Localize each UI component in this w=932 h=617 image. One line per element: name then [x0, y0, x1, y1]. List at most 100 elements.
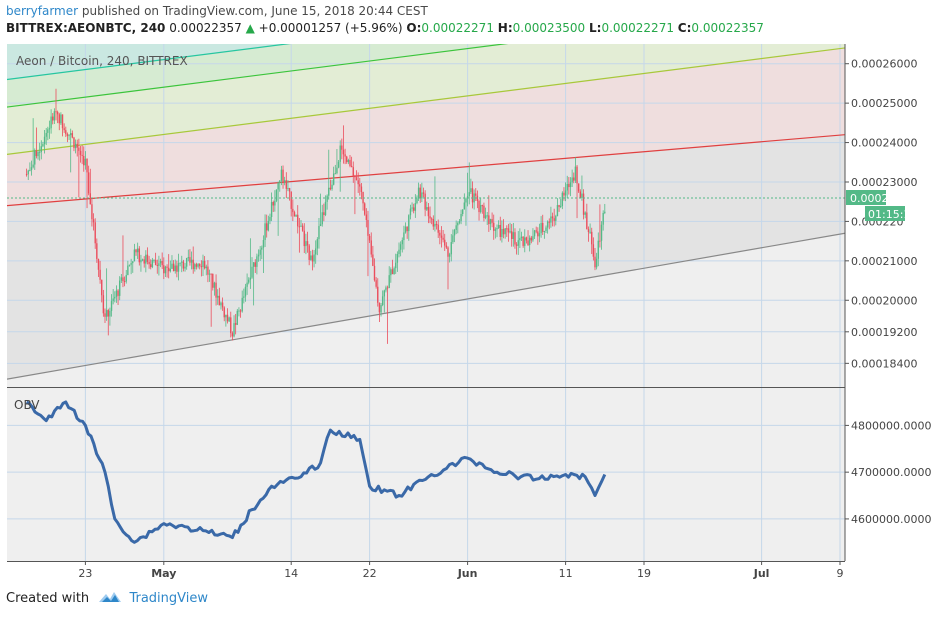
candle-body: [313, 254, 315, 262]
candle-body: [174, 265, 176, 272]
candle-body: [71, 133, 74, 138]
candle-body: [238, 310, 240, 312]
candle-body: [184, 266, 186, 269]
candle-body: [532, 236, 534, 241]
candle-body: [528, 237, 531, 246]
candle-body: [545, 227, 547, 231]
candle-body: [194, 264, 196, 270]
candle-body: [47, 129, 49, 133]
candle-body: [172, 263, 175, 272]
candle-body: [161, 261, 163, 266]
candle-body: [560, 205, 562, 207]
candle-body: [145, 254, 147, 264]
fib-band-green-lime: [7, 44, 845, 155]
candle-body: [102, 295, 105, 314]
candle-body: [30, 167, 33, 171]
obv-panel[interactable]: OBV: [7, 388, 845, 561]
candle-body: [475, 193, 477, 196]
candle-body: [164, 266, 167, 274]
candle-body: [550, 216, 552, 223]
candle-body: [511, 231, 513, 239]
y-tick-label: 0.00018400: [851, 357, 917, 370]
candle-body: [223, 307, 225, 318]
candle-body: [156, 265, 158, 267]
candle-body: [285, 180, 287, 189]
last-price: 0.00022357: [169, 21, 242, 35]
candle-body: [84, 158, 87, 166]
fib-channel-fills: [7, 44, 845, 380]
time-axis[interactable]: 23 May 14 22 Jun 11 19 Jul 9: [78, 561, 844, 580]
candle-body: [473, 193, 475, 203]
candle-body: [494, 229, 497, 231]
candle-body: [388, 275, 390, 288]
candle-body: [251, 266, 253, 278]
candle-body: [230, 317, 232, 334]
candle-body: [287, 188, 289, 190]
candle-body: [315, 248, 317, 255]
candle-body: [300, 225, 302, 227]
obv-tick-label: 4800000.0000: [851, 419, 931, 432]
candle-body: [582, 193, 585, 215]
candle-body: [493, 222, 495, 231]
candle-body: [303, 230, 305, 247]
candle-body: [563, 192, 565, 196]
candle-body: [514, 232, 516, 245]
candle-body: [558, 205, 560, 207]
candle-body: [360, 186, 363, 192]
candle-body: [434, 223, 436, 227]
candle-body: [187, 257, 189, 259]
candle-body: [586, 212, 588, 230]
candle-body: [452, 235, 454, 243]
candle-body: [524, 237, 526, 246]
price-axis[interactable]: 0.00026000 0.00025000 0.00024000 0.00023000…: [845, 58, 917, 371]
candle-body: [179, 262, 181, 264]
candle-body: [61, 114, 64, 129]
candle-body: [208, 273, 211, 275]
candle-body: [176, 265, 178, 272]
candle-body: [185, 257, 188, 267]
candle-body: [225, 314, 227, 318]
candle-body: [509, 231, 511, 233]
open-value: 0.00022271: [421, 21, 494, 35]
fib-line-base: [7, 232, 845, 380]
countdown-badge-bg: [865, 206, 905, 221]
candle-body: [104, 313, 106, 317]
candle-body: [65, 130, 67, 135]
candle-body: [275, 189, 278, 201]
candle-body: [254, 262, 256, 267]
candle-body: [417, 187, 420, 199]
candle-body: [290, 191, 292, 209]
candle-body: [346, 156, 348, 163]
tradingview-link[interactable]: TradingView: [129, 591, 208, 606]
candle-body: [468, 192, 470, 197]
candle-body: [305, 241, 307, 247]
obv-axis[interactable]: 4800000.0000 4700000.0000 4600000.0000: [845, 419, 931, 526]
candle-body: [569, 182, 572, 188]
candle-body: [66, 134, 69, 136]
candle-body: [239, 310, 242, 312]
up-arrow-icon: ▲: [245, 21, 255, 35]
x-tick-label: 11: [559, 567, 573, 580]
author-link[interactable]: berryfarmer: [6, 4, 79, 18]
candle-body: [592, 244, 595, 257]
candle-body: [520, 236, 523, 239]
candle-body: [141, 259, 144, 261]
candle-body: [421, 192, 423, 199]
candle-body: [458, 221, 461, 223]
candle-body: [357, 180, 359, 185]
candle-body: [502, 228, 505, 235]
candle-body: [336, 167, 338, 174]
fib-line-red: [7, 134, 845, 207]
price-panel[interactable]: Aeon / Bitcoin, 240, BITTREX: [7, 0, 845, 387]
candle-body: [217, 295, 219, 298]
y-tick-label: 0.00024000: [851, 137, 917, 150]
candle-body: [81, 154, 83, 156]
y-tick-label: 0.00026000: [851, 58, 917, 71]
candle-body: [234, 323, 237, 325]
candle-body: [484, 215, 487, 219]
candle-body: [329, 187, 332, 190]
candle-body: [512, 232, 515, 239]
candle-body: [378, 302, 381, 313]
candle-body: [215, 282, 217, 298]
